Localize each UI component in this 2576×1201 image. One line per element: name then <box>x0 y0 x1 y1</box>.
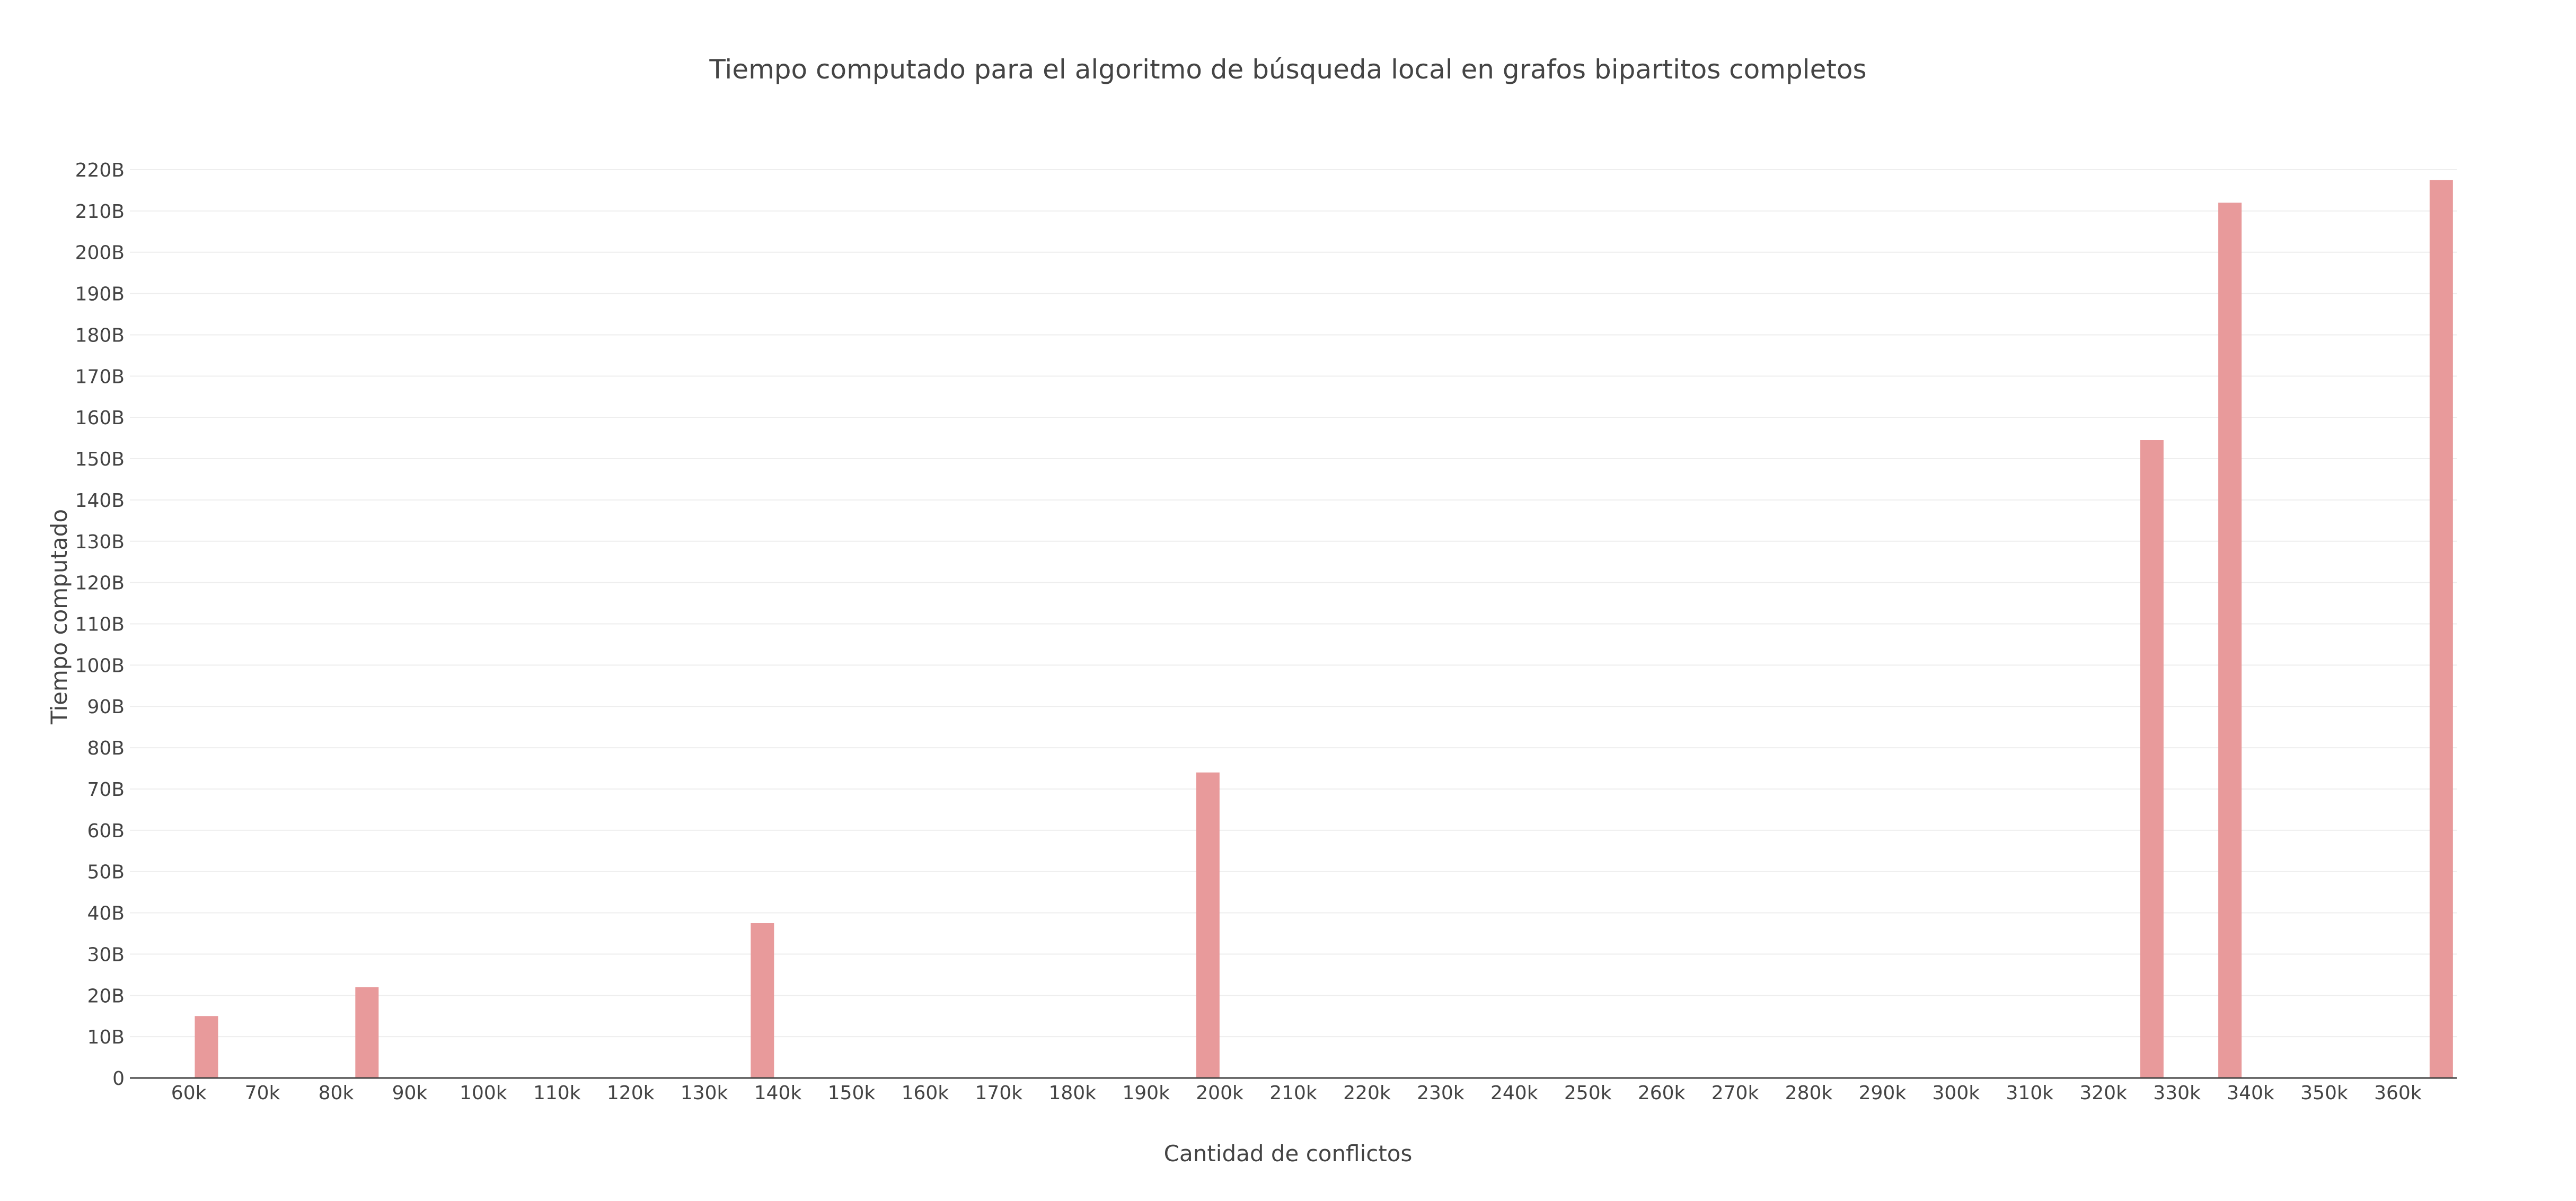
y-tick-labels: 0 10B 20B 30B 40B 50B 60B 70B 80B 90B 100B 110B 120B… <box>75 160 125 1090</box>
bar <box>2218 203 2242 1079</box>
x-tick-label: 240k <box>1490 1082 1538 1104</box>
x-tick-label: 290k <box>1859 1082 1907 1104</box>
x-tick-label: 280k <box>1785 1082 1833 1104</box>
x-tick-label: 200k <box>1196 1082 1243 1104</box>
x-tick-label: 100k <box>460 1082 507 1104</box>
y-tick-label: 80B <box>87 738 125 759</box>
x-tick-label: 170k <box>975 1082 1023 1104</box>
y-tick-label: 40B <box>87 903 125 925</box>
x-tick-label: 160k <box>902 1082 949 1104</box>
y-tick-label: 170B <box>75 366 125 388</box>
y-tick-label: 100B <box>75 655 125 677</box>
x-tick-label: 80k <box>319 1082 354 1104</box>
x-tick-label: 360k <box>2374 1082 2422 1104</box>
x-tick-label: 120k <box>607 1082 655 1104</box>
bar <box>1196 772 1220 1078</box>
x-tick-label: 320k <box>2079 1082 2127 1104</box>
y-tick-label: 200B <box>75 242 125 264</box>
x-tick-label: 190k <box>1122 1082 1170 1104</box>
y-tick-label: 190B <box>75 284 125 305</box>
y-tick-label: 130B <box>75 531 125 553</box>
y-tick-label: 220B <box>75 160 125 181</box>
y-tick-label: 50B <box>87 862 125 883</box>
bar <box>751 923 774 1078</box>
x-tick-label: 340k <box>2227 1082 2274 1104</box>
x-tick-label: 220k <box>1343 1082 1391 1104</box>
y-tick-label: 140B <box>75 490 125 512</box>
x-tick-label: 270k <box>1712 1082 1759 1104</box>
x-tick-label: 60k <box>171 1082 207 1104</box>
x-tick-label: 300k <box>1933 1082 1980 1104</box>
x-tick-label: 180k <box>1048 1082 1096 1104</box>
y-tick-label: 110B <box>75 614 125 636</box>
y-tick-label: 30B <box>87 944 125 966</box>
x-tick-label: 210k <box>1269 1082 1317 1104</box>
y-tick-label: 180B <box>75 325 125 346</box>
x-tick-label: 130k <box>681 1082 728 1104</box>
x-axis-title: Cantidad de conflictos <box>1164 1141 1413 1167</box>
chart-title: Tiempo computado para el algoritmo de bú… <box>709 54 1866 85</box>
x-tick-label: 330k <box>2153 1082 2201 1104</box>
y-tick-label: 60B <box>87 820 125 842</box>
x-tick-label: 110k <box>533 1082 581 1104</box>
y-tick-label: 10B <box>87 1027 125 1048</box>
bar <box>2429 180 2453 1078</box>
bars <box>195 180 2453 1079</box>
y-tick-label: 20B <box>87 985 125 1007</box>
bar <box>355 987 379 1078</box>
x-tick-label: 90k <box>392 1082 428 1104</box>
bar <box>2140 440 2164 1078</box>
gridlines <box>130 169 2457 1038</box>
y-tick-label: 120B <box>75 573 125 594</box>
y-tick-label: 70B <box>87 779 125 801</box>
y-tick-label: 210B <box>75 201 125 223</box>
y-tick-label: 150B <box>75 449 125 470</box>
bar <box>195 1016 218 1078</box>
x-tick-label: 230k <box>1417 1082 1465 1104</box>
x-tick-label: 250k <box>1564 1082 1612 1104</box>
x-tick-label: 350k <box>2300 1082 2348 1104</box>
y-axis-title: Tiempo computado <box>46 509 72 725</box>
y-tick-label: 160B <box>75 407 125 429</box>
x-tick-label: 260k <box>1638 1082 1686 1104</box>
x-tick-label: 70k <box>245 1082 280 1104</box>
y-tick-label: 90B <box>87 696 125 718</box>
x-tick-labels: 60k 70k 80k 90k 100k 110k 120k 130k 140k 150k 160k… <box>171 1082 2422 1104</box>
y-tick-label: 0 <box>112 1068 125 1090</box>
x-tick-label: 310k <box>2006 1082 2053 1104</box>
x-tick-label: 150k <box>828 1082 876 1104</box>
x-tick-label: 140k <box>754 1082 802 1104</box>
